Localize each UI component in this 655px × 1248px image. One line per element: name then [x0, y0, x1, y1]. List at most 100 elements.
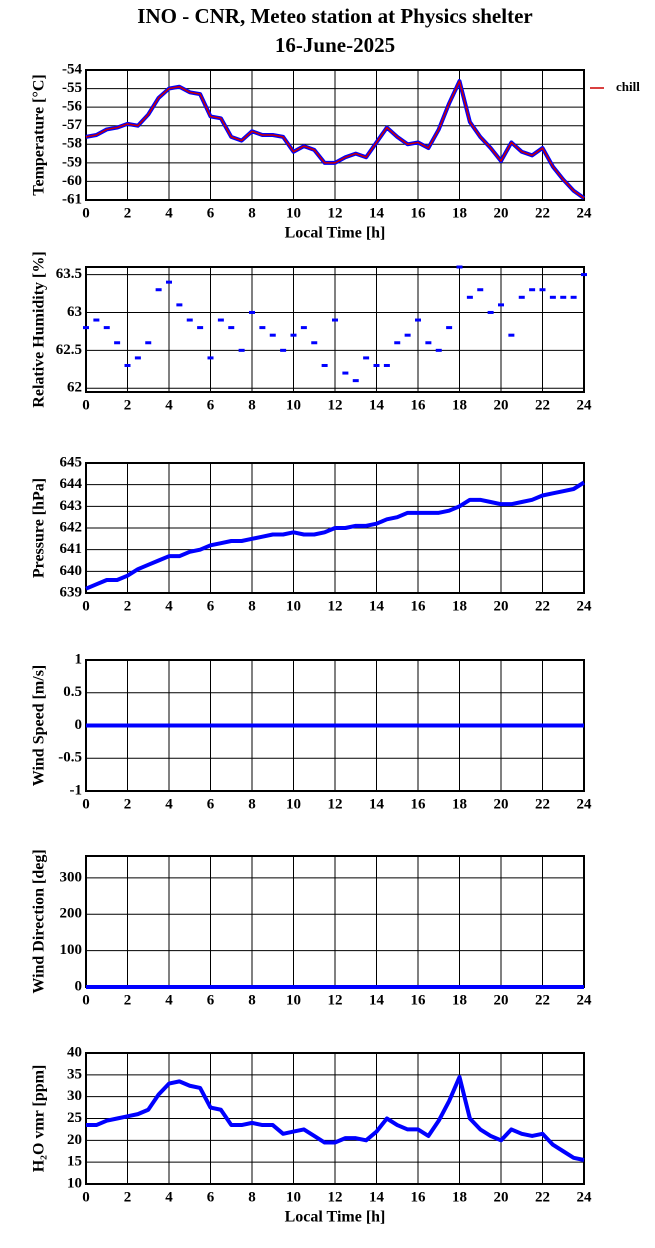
x-tick-label: 14: [369, 796, 385, 812]
x-tick-label: 4: [165, 397, 173, 413]
x-tick-label: 6: [207, 598, 215, 614]
y-tick-label: -0.5: [58, 750, 82, 766]
y-axis-label: Temperature [°C]: [31, 74, 48, 195]
y-tick-label: 645: [60, 454, 83, 470]
x-tick-label: 8: [248, 1189, 256, 1205]
y-tick-label: -54: [62, 61, 82, 77]
y-tick-label: 300: [60, 869, 83, 885]
y-tick-label: -1: [70, 782, 83, 798]
data-line: [86, 1075, 585, 1162]
x-tick-label: 18: [452, 397, 467, 413]
data-point: [332, 318, 338, 322]
data-point: [238, 348, 245, 352]
y-tick-label: 25: [67, 1110, 82, 1126]
y-tick-label: 644: [60, 476, 83, 492]
x-tick-label: 18: [452, 796, 467, 812]
data-point: [259, 326, 266, 330]
y-tick-label: 40: [67, 1044, 82, 1060]
x-tick-label: 2: [124, 796, 132, 812]
x-tick-label: 24: [577, 598, 593, 614]
x-tick-label: 0: [82, 992, 90, 1008]
x-tick-label: 10: [286, 992, 301, 1008]
y-axis-label: Wind Direction [deg]: [31, 849, 48, 993]
x-tick-label: 4: [165, 598, 173, 614]
x-tick-label: 10: [286, 205, 301, 221]
data-point: [249, 310, 255, 314]
plot-frame: [85, 1052, 585, 1185]
x-tick-label: 12: [328, 598, 343, 614]
data-point: [363, 356, 370, 360]
x-tick-label: 12: [328, 992, 343, 1008]
x-tick-label: 16: [411, 397, 427, 413]
x-tick-label: 24: [577, 796, 593, 812]
x-tick-label: 16: [411, 205, 427, 221]
x-tick-label: 14: [369, 1189, 385, 1205]
data-point: [383, 363, 390, 367]
x-tick-label: 8: [248, 992, 256, 1008]
x-tick-label: 8: [248, 205, 256, 221]
y-tick-label: 640: [60, 563, 83, 579]
x-tick-label: 4: [165, 992, 173, 1008]
y-tick-label: 10: [67, 1175, 82, 1191]
x-tick-label: 0: [82, 1189, 90, 1205]
data-point: [166, 280, 172, 284]
data-point: [415, 318, 421, 322]
y-axis-label: Wind Speed [m/s]: [31, 665, 48, 787]
x-tick-label: 2: [124, 397, 132, 413]
y-tick-label: 35: [67, 1066, 82, 1082]
data-point: [560, 295, 567, 299]
data-point: [280, 348, 287, 352]
x-tick-label: 20: [494, 205, 509, 221]
x-tick-label: 16: [411, 796, 427, 812]
y-tick-label: 200: [60, 906, 83, 922]
plot-frame: [85, 462, 585, 594]
x-tick-label: 10: [286, 598, 301, 614]
y-tick-label: 30: [67, 1088, 82, 1104]
x-tick-label: 12: [328, 1189, 343, 1205]
y-axis-label: Relative Humidity [%]: [31, 251, 48, 407]
data-point: [103, 326, 110, 330]
x-tick-label: 0: [82, 397, 90, 413]
data-point: [134, 356, 141, 360]
y-tick-label: 1: [75, 651, 83, 667]
data-point: [456, 265, 463, 269]
y-tick-label: 15: [67, 1154, 82, 1170]
x-tick-label: 22: [535, 796, 550, 812]
x-tick-label: 22: [535, 1189, 550, 1205]
x-tick-label: 0: [82, 205, 90, 221]
data-point: [176, 303, 183, 307]
x-tick-label: 6: [207, 397, 215, 413]
data-line: [85, 80, 585, 199]
data-point: [373, 363, 380, 367]
data-point: [446, 326, 453, 330]
data-point: [549, 295, 556, 299]
y-tick-label: 0.5: [63, 684, 82, 700]
y-tick-label: -61: [62, 191, 82, 207]
x-tick-label: 24: [577, 1189, 593, 1205]
x-tick-label: 20: [494, 397, 509, 413]
y-tick-label: 63: [67, 304, 82, 320]
y-tick-label: 62: [67, 380, 82, 396]
data-point: [217, 318, 224, 322]
y-tick-label: 0: [75, 978, 83, 994]
data-point: [539, 288, 546, 292]
x-tick-label: 18: [452, 205, 467, 221]
x-tick-label: 6: [207, 205, 215, 221]
data-point: [300, 326, 307, 330]
x-tick-label: 12: [328, 796, 343, 812]
x-tick-label: 18: [452, 598, 467, 614]
data-point: [435, 348, 442, 352]
data-point: [352, 379, 359, 383]
x-tick-label: 20: [494, 598, 509, 614]
x-tick-label: 12: [328, 397, 343, 413]
x-tick-label: 6: [207, 1189, 215, 1205]
data-point: [83, 326, 89, 330]
y-tick-label: -58: [62, 136, 82, 152]
x-tick-label: 6: [207, 796, 215, 812]
y-tick-label: 63.5: [56, 266, 82, 282]
x-tick-label: 10: [286, 796, 301, 812]
x-tick-label: 8: [248, 598, 256, 614]
x-tick-label: 20: [494, 796, 509, 812]
x-tick-label: 20: [494, 1189, 509, 1205]
